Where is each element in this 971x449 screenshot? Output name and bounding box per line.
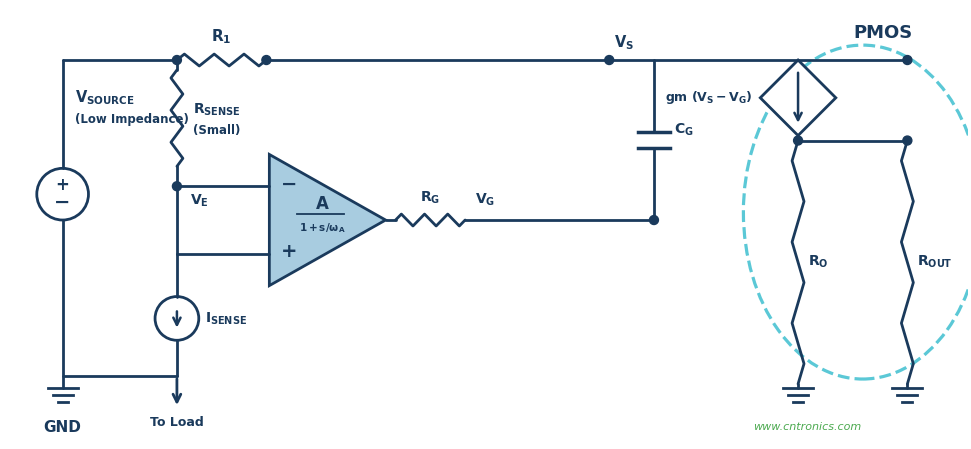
Text: $\mathbf{V_E}$: $\mathbf{V_E}$	[190, 192, 209, 209]
Text: $\mathbf{A}$: $\mathbf{A}$	[316, 195, 330, 213]
Text: $\mathbf{R_{SENSE}}$: $\mathbf{R_{SENSE}}$	[193, 102, 241, 119]
Text: $\mathbf{gm\ (V_S - V_G)}$: $\mathbf{gm\ (V_S - V_G)}$	[665, 89, 753, 106]
Text: $\mathbf{V_{SOURCE}}$: $\mathbf{V_{SOURCE}}$	[75, 88, 134, 107]
Circle shape	[262, 56, 271, 65]
Text: $\mathbf{V_S}$: $\mathbf{V_S}$	[615, 33, 634, 52]
Circle shape	[903, 136, 912, 145]
Circle shape	[793, 136, 802, 145]
Text: (Small): (Small)	[193, 123, 240, 136]
Circle shape	[903, 56, 912, 65]
Text: PMOS: PMOS	[853, 24, 912, 42]
Circle shape	[173, 182, 182, 191]
Text: $\mathbf{I_{SENSE}}$: $\mathbf{I_{SENSE}}$	[205, 310, 247, 326]
Text: +: +	[55, 176, 70, 194]
Text: −: −	[54, 193, 71, 211]
Text: www.cntronics.com: www.cntronics.com	[753, 422, 861, 431]
Text: $\mathbf{R_1}$: $\mathbf{R_1}$	[212, 27, 232, 46]
Text: (Low Impedance): (Low Impedance)	[75, 113, 188, 126]
Polygon shape	[269, 154, 385, 286]
Polygon shape	[760, 60, 836, 136]
Text: $\mathbf{1 + s/\omega_A}$: $\mathbf{1 + s/\omega_A}$	[299, 221, 346, 235]
Text: GND: GND	[44, 420, 82, 435]
Text: $\mathbf{C_G}$: $\mathbf{C_G}$	[674, 122, 693, 138]
Text: +: +	[281, 242, 297, 261]
Circle shape	[650, 216, 658, 224]
Circle shape	[605, 56, 614, 65]
Text: $\mathbf{R_O}$: $\mathbf{R_O}$	[808, 254, 828, 270]
Text: −: −	[281, 175, 297, 194]
Text: $\mathbf{V_G}$: $\mathbf{V_G}$	[475, 192, 495, 208]
Text: $\mathbf{R_{OUT}}$: $\mathbf{R_{OUT}}$	[918, 254, 953, 270]
Circle shape	[173, 56, 182, 65]
Text: $\mathbf{R_G}$: $\mathbf{R_G}$	[420, 190, 441, 206]
Text: To Load: To Load	[151, 416, 204, 429]
